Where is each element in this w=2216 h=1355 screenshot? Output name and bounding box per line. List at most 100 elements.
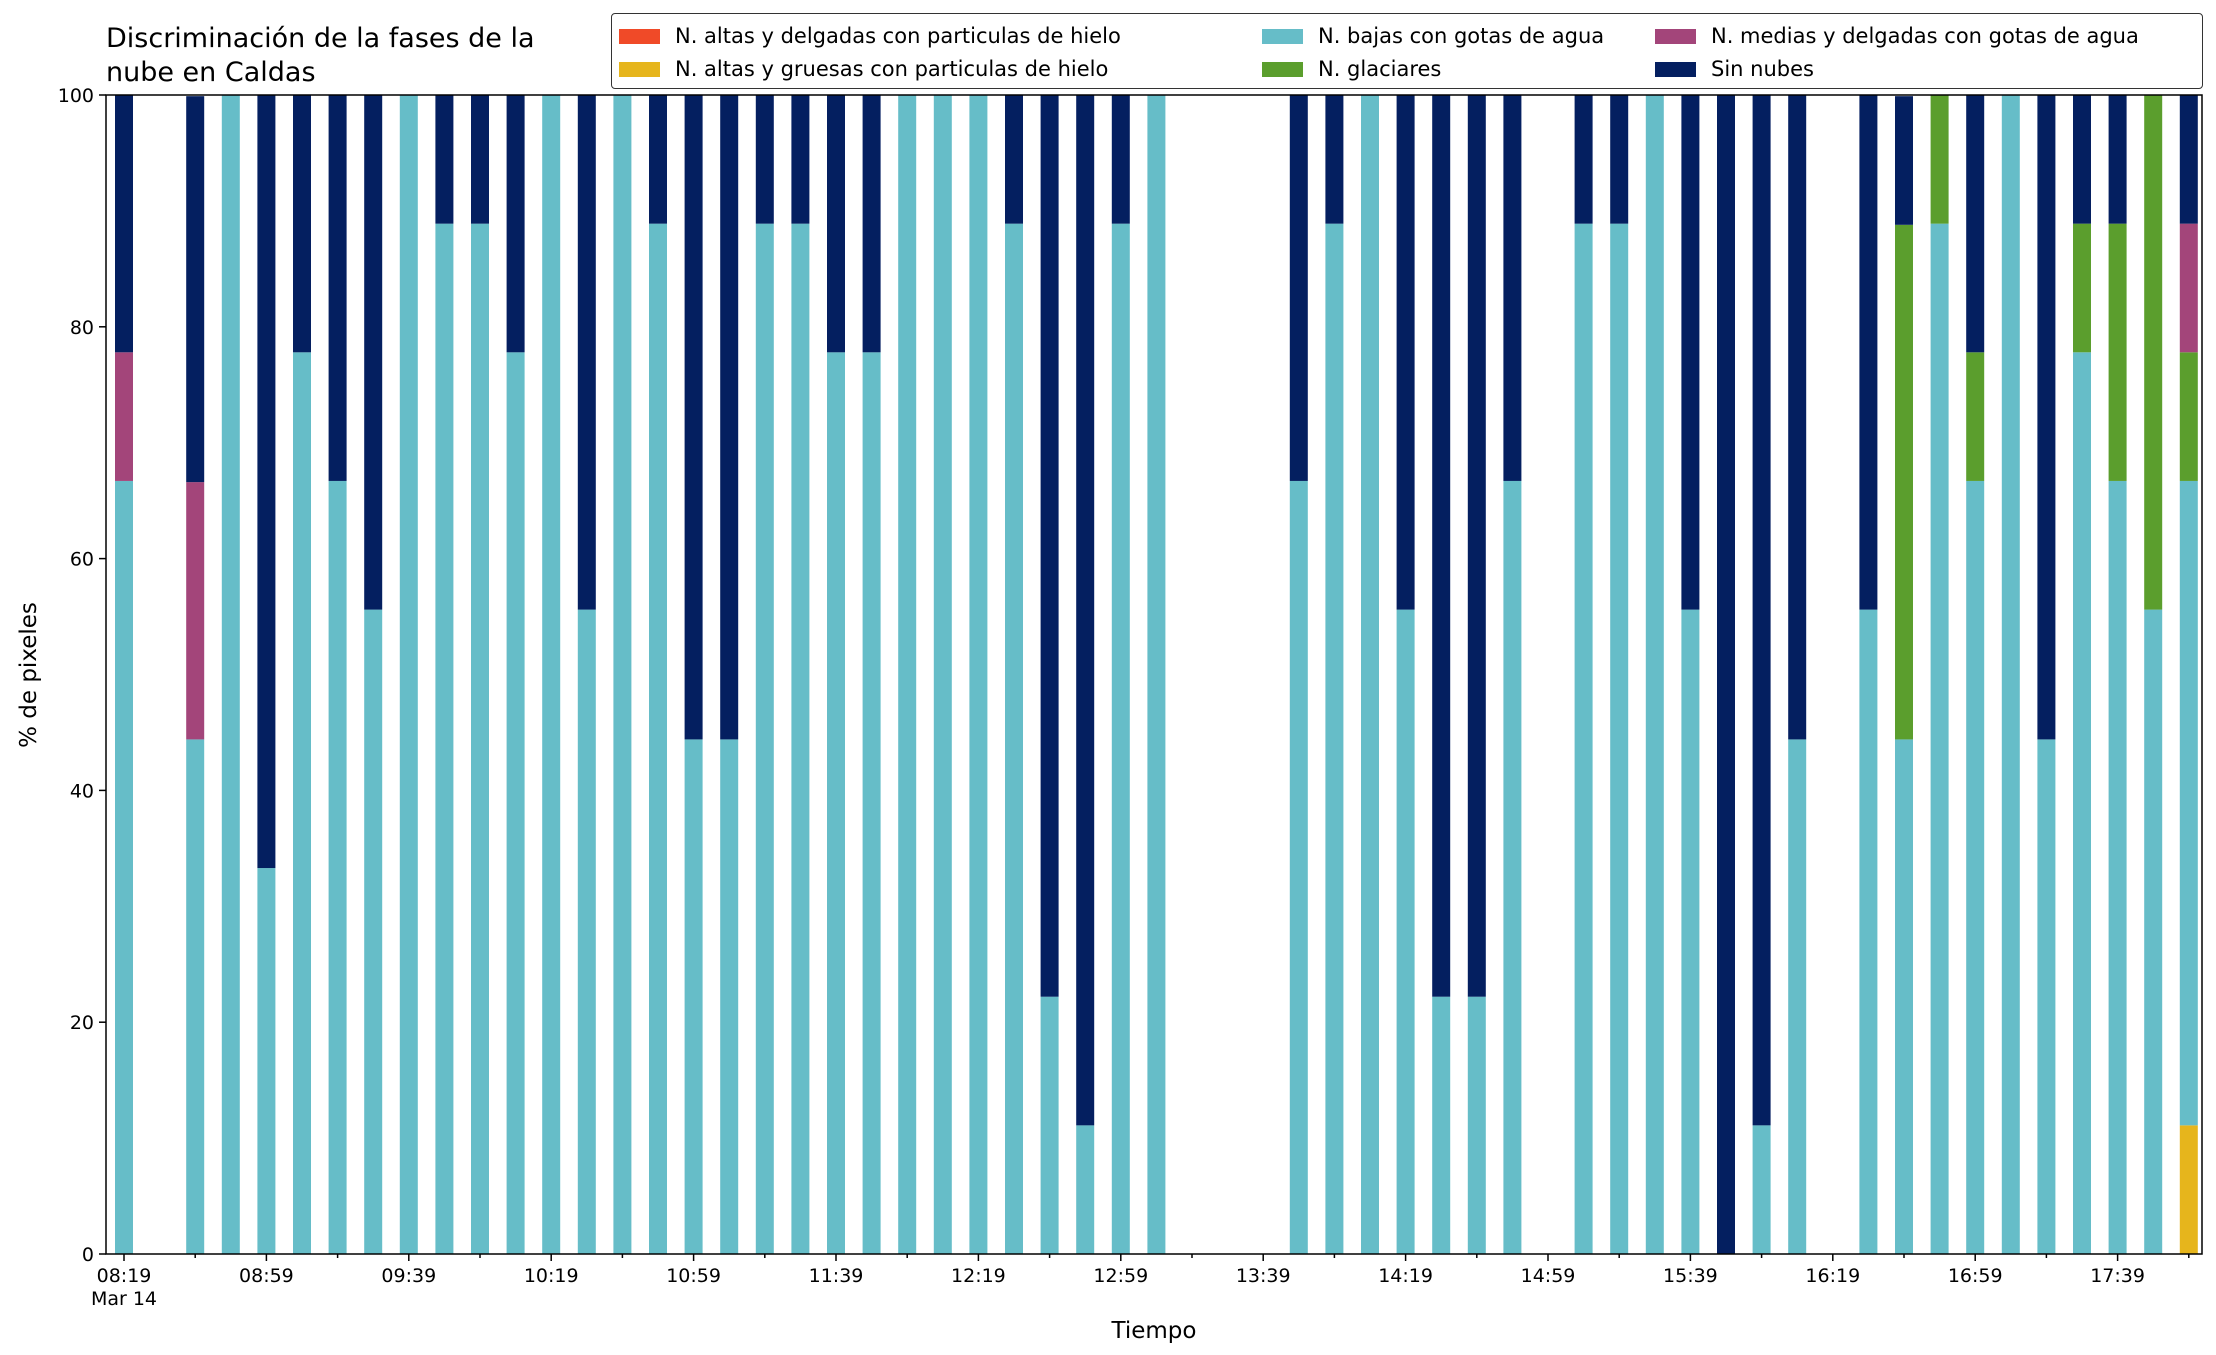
bar-segment (862, 352, 881, 1254)
bar-segment (1966, 95, 1985, 353)
bar-segment (2037, 95, 2056, 740)
bar-segment (1040, 95, 1059, 997)
bar-segment (1752, 1125, 1771, 1254)
bar-segment (1717, 95, 1735, 1254)
bar-segment (471, 223, 489, 1254)
bar-segment (1289, 480, 1308, 1254)
bar-segment (186, 482, 205, 740)
bar-segment (684, 739, 703, 1254)
bar-segment (1681, 95, 1700, 610)
bar-segment (1895, 224, 1913, 740)
bar-segment (293, 352, 311, 1254)
bar-segment (2179, 223, 2198, 353)
legend-label: N. altas y gruesas con particulas de hie… (675, 57, 1109, 81)
x-tick-label: 16:59 (1948, 1265, 2003, 1287)
legend-label: N. medias y delgadas con gotas de agua (1711, 24, 2139, 48)
x-axis: 08:19 Mar 14 08:59 09:39 10:19 10:59 11:39 12:1… (91, 1254, 2190, 1310)
bars-layer (115, 95, 2198, 1254)
bar-segment (2073, 223, 2091, 353)
bar-segment (435, 95, 454, 224)
bar-segment (1788, 739, 1807, 1254)
bar-segment (2001, 95, 2020, 1254)
bar-segment (649, 95, 667, 224)
legend-swatch (619, 29, 660, 44)
bar-segment (2179, 352, 2198, 481)
bar-segment (1610, 95, 1629, 224)
x-tick-label: 09:39 (381, 1265, 436, 1287)
bar-segment (969, 95, 988, 1254)
x-axis-label: Tiempo (1111, 1318, 1197, 1344)
bar-segment (1040, 996, 1059, 1254)
bar-segment (1930, 223, 1949, 1254)
bar-segment (1005, 95, 1023, 224)
x-tick-label: 10:19 (524, 1265, 579, 1287)
y-axis-label: % de pixeles (16, 602, 42, 748)
x-tick-label: 14:59 (1521, 1265, 1576, 1287)
x-tick-label: 08:59 (239, 1265, 294, 1287)
bar-segment (1005, 223, 1023, 1254)
bar-segment (577, 609, 596, 1254)
legend-swatch (1655, 62, 1696, 77)
bar-segment (1325, 95, 1344, 224)
bar-segment (2179, 1125, 2198, 1254)
bar-segment (2108, 223, 2127, 481)
bar-segment (435, 223, 454, 1254)
bar-segment (2108, 480, 2127, 1254)
bar-segment (2108, 95, 2127, 224)
legend-item: N. glaciares (1262, 57, 1441, 81)
bar-segment (1361, 95, 1379, 1254)
y-tick-label: 0 (82, 1244, 94, 1266)
bar-segment (1966, 480, 1985, 1254)
x-tick-label: 10:59 (666, 1265, 721, 1287)
chart-title: Discriminación de la fases de la nube en… (106, 23, 535, 88)
y-axis: 0 20 40 60 80 100 (58, 85, 106, 1266)
bar-segment (1752, 95, 1771, 1126)
bar-segment (684, 95, 703, 740)
x-tick-label: 13:39 (1236, 1265, 1291, 1287)
bar-segment (1859, 609, 1878, 1254)
x-tick-label: 17:39 (2090, 1265, 2145, 1287)
bar-segment (1788, 95, 1807, 740)
x-tick-label: 16:19 (1805, 1265, 1860, 1287)
bar-segment (1147, 95, 1166, 1254)
bar-segment (1966, 352, 1985, 481)
bar-segment (1467, 996, 1486, 1254)
bar-segment (1859, 95, 1878, 610)
bar-segment (1574, 223, 1593, 1254)
legend-item: Sin nubes (1655, 57, 1814, 81)
x-tick-label: 08:19 Mar 14 (91, 1265, 157, 1310)
bar-segment (2037, 739, 2056, 1254)
bar-segment (1076, 1125, 1095, 1254)
bar-segment (221, 95, 240, 1254)
bar-segment (1289, 95, 1308, 481)
bar-segment (1396, 609, 1415, 1254)
bar-segment (1610, 223, 1629, 1254)
bar-segment (613, 95, 632, 1254)
bar-segment (1681, 609, 1700, 1254)
legend-item: N. altas y gruesas con particulas de hie… (619, 57, 1108, 81)
bar-segment (755, 223, 774, 1254)
bar-segment (364, 95, 383, 610)
legend-label: N. altas y delgadas con particulas de hi… (675, 24, 1121, 48)
bar-segment (257, 95, 276, 869)
bar-segment (506, 95, 525, 353)
bar-segment (2179, 95, 2198, 224)
bar-segment (399, 95, 418, 1254)
bar-segment (115, 352, 133, 481)
bar-segment (933, 95, 952, 1254)
x-tick-label: 14:19 (1378, 1265, 1433, 1287)
bar-segment (257, 868, 276, 1254)
bar-segment (1895, 739, 1913, 1254)
bar-segment (649, 223, 667, 1254)
bar-segment (1325, 223, 1344, 1254)
bar-segment (2144, 95, 2163, 610)
bar-segment (115, 480, 133, 1254)
bar-segment (293, 95, 311, 353)
bar-segment (2073, 95, 2091, 224)
x-tick-label: 11:39 (809, 1265, 864, 1287)
bar-segment (720, 739, 739, 1254)
bar-segment (755, 95, 774, 224)
y-tick-label: 100 (58, 85, 94, 107)
bar-segment (791, 223, 810, 1254)
